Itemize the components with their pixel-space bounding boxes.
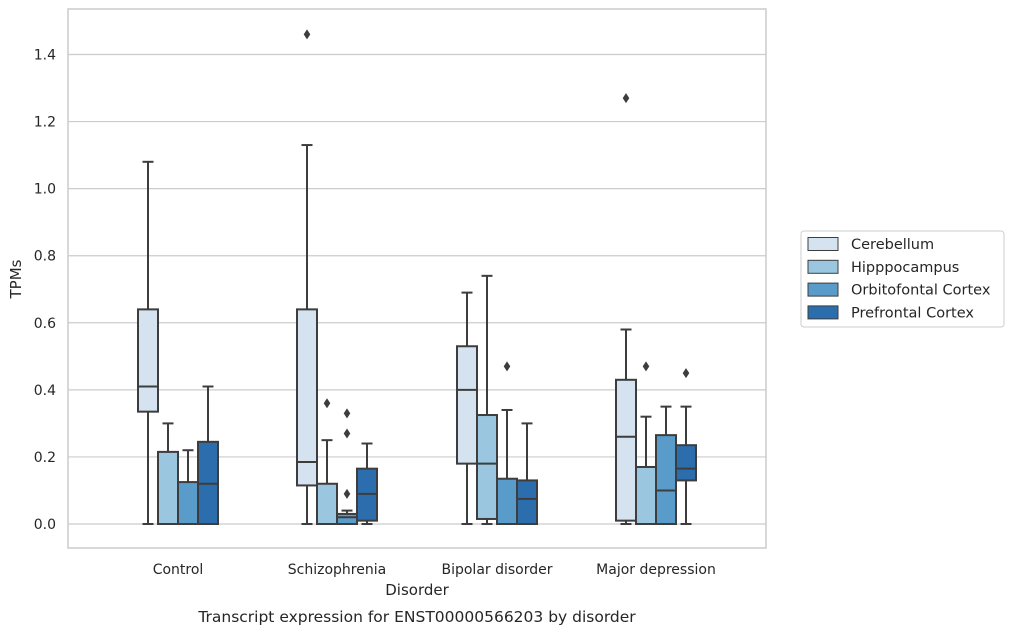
y-tick-label: 1.0 [34,182,56,198]
box-iqr [675,444,697,482]
outlier-point [343,408,351,419]
legend-swatch [807,282,839,297]
figure-caption: Transcript expression for ENST0000056620… [197,608,636,626]
legend-swatch [807,305,839,320]
box-iqr [157,450,179,526]
legend-items: Cerebellum Hipppocampus Orbitofontal Corte… [807,237,991,321]
outlier-point [343,488,351,499]
legend: Cerebellum Hipppocampus Orbitofontal Corte… [800,230,1005,328]
box-plot [476,274,498,525]
box-iqr [316,482,338,525]
box-iqr [137,308,159,413]
box-plot [157,422,179,526]
box-iqr [296,308,318,487]
box-plot [615,93,637,525]
gridlines [68,53,766,525]
y-axis-ticks: 0.0 0.2 0.4 0.6 0.8 1.0 1.2 1.4 [34,48,56,534]
box-iqr [177,481,199,525]
outlier-point [622,93,630,104]
plot-frame [67,8,767,549]
outlier-point [343,428,351,439]
box-iqr [496,477,518,525]
box-plot [336,408,358,525]
y-tick-label: 0.2 [34,450,56,466]
legend-swatch [807,237,839,251]
box-plot [177,449,199,525]
box-plot [197,385,219,525]
y-axis-title: TPMs [7,259,25,299]
box-plot [496,361,518,525]
x-tick-label: Schizophrenia [288,562,386,578]
legend-entry: Cerebellum [807,237,934,253]
box-iqr [655,434,677,526]
outlier-point [323,398,331,409]
box-plot [516,422,538,525]
outlier-point [503,361,511,372]
legend-label: Hipppocampus [851,260,959,276]
box-plot [675,368,697,525]
legend-frame [800,230,1005,328]
legend-label: Prefrontal Cortex [851,305,974,321]
y-tick-label: 0.0 [34,517,56,533]
x-axis-ticks: Control Schizophrenia Bipolar disorder Majo… [153,562,716,578]
legend-label: Cerebellum [851,237,934,253]
box-iqr [615,378,637,522]
x-tick-label: Bipolar disorder [441,562,552,578]
outlier-point [303,29,311,40]
y-tick-label: 1.4 [34,48,56,64]
legend-swatch [807,259,839,274]
box-iqr [635,465,657,526]
box-iqr [516,479,538,525]
legend-label: Orbitofontal Cortex [851,283,991,299]
box-plot [316,398,338,525]
box-plot [356,442,378,525]
box-iqr [476,414,498,520]
legend-entry: Orbitofontal Cortex [807,282,991,299]
y-tick-label: 0.6 [34,316,56,332]
outlier-point [682,368,690,379]
box-plot [296,29,318,525]
outlier-point [642,361,650,372]
x-tick-label: Control [153,562,204,578]
y-tick-label: 0.8 [34,249,56,265]
legend-entry: Hipppocampus [807,259,959,276]
legend-entry: Prefrontal Cortex [807,305,974,321]
x-axis-title: Disorder [385,581,449,599]
y-tick-label: 0.4 [34,383,56,399]
box-plot [456,291,478,525]
box-plot [137,160,159,525]
box-iqr [336,512,358,525]
y-tick-label: 1.2 [34,115,56,131]
box-iqr [456,345,478,465]
x-tick-label: Major depression [596,562,716,578]
box-plot [655,405,677,526]
box-plot [635,361,657,526]
box-plots [137,29,697,526]
